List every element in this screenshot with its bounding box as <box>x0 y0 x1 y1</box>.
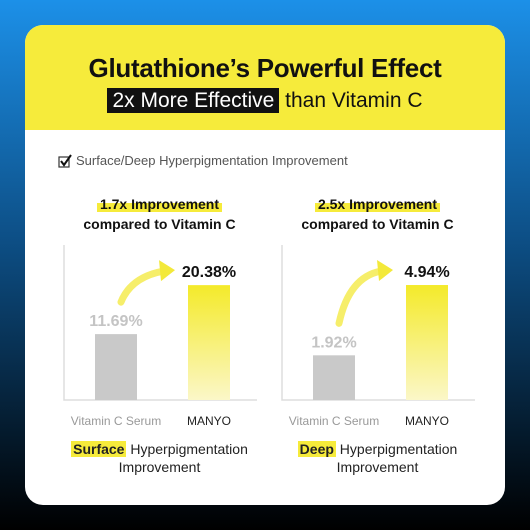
value-label: 1.92% <box>311 334 356 351</box>
bar-chart: 11.69% Vitamin C Serum 20.38% MANYO <box>63 245 257 428</box>
x-tick-label: Vitamin C Serum <box>289 414 379 428</box>
subheadline: compared to Vitamin C <box>83 216 236 232</box>
caption-text: Hyperpigmentation Improvement <box>118 441 248 475</box>
title: Glutathione’s Powerful Effect <box>88 53 442 83</box>
checklist-text: Surface/Deep Hyperpigmentation Improveme… <box>76 153 348 168</box>
caption-bold: Surface <box>71 441 127 457</box>
caption-bold: Deep <box>297 441 336 457</box>
bar <box>188 285 230 400</box>
headline-text: 1.7x Improvement <box>96 196 223 212</box>
bar <box>313 355 355 400</box>
caption: Deep Hyperpigmentation Improvement <box>285 440 470 476</box>
highlight: 2x More Effective <box>107 88 280 113</box>
caption-text: Hyperpigmentation Improvement <box>336 441 458 475</box>
value-label: 4.94% <box>404 264 449 281</box>
arrow-head <box>377 260 393 282</box>
x-tick-label: MANYO <box>187 414 231 428</box>
chart-panel: 1.7x Improvement compared to Vitamin C 11.… <box>57 190 262 480</box>
x-tick-label: MANYO <box>405 414 449 428</box>
arrow <box>335 267 385 327</box>
chart-panel: 2.5x Improvement compared to Vitamin C 1.9… <box>275 190 480 480</box>
arrow <box>117 267 167 306</box>
bar-chart: 1.92% Vitamin C Serum 4.94% MANYO <box>281 245 475 428</box>
subheadline: compared to Vitamin C <box>301 216 454 232</box>
value-label: 20.38% <box>182 264 236 281</box>
bar <box>406 285 448 400</box>
headline-text: 2.5x Improvement <box>314 196 441 212</box>
headline: 1.7x Improvement <box>57 196 262 212</box>
arrow-head <box>159 260 175 282</box>
headline: 2.5x Improvement <box>275 196 480 212</box>
subtitle-row: 2x More Effective than Vitamin C <box>25 88 505 113</box>
card: Glutathione’s Powerful Effect 2x More Ef… <box>25 25 505 505</box>
value-label: 11.69% <box>89 313 142 330</box>
bar <box>95 334 137 400</box>
subtitle: than Vitamin C <box>285 89 423 112</box>
x-tick-label: Vitamin C Serum <box>71 414 161 428</box>
checklist-item: Surface/Deep Hyperpigmentation Improveme… <box>58 153 348 168</box>
check-icon <box>58 153 72 168</box>
caption: Surface Hyperpigmentation Improvement <box>67 440 252 476</box>
